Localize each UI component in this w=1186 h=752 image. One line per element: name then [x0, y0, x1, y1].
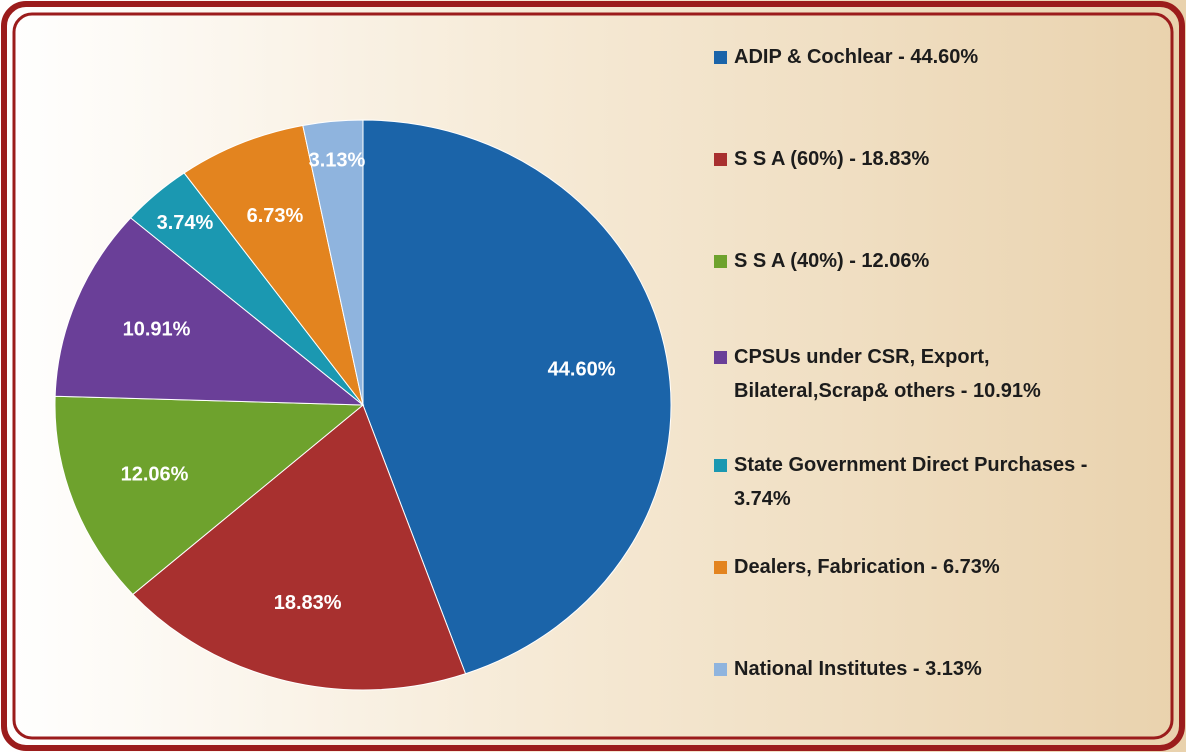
- legend-swatch: [714, 351, 727, 364]
- legend-item: CPSUs under CSR, Export, Bilateral,Scrap…: [712, 340, 1072, 408]
- legend-swatch: [714, 561, 727, 574]
- data-label: 18.83%: [274, 592, 342, 614]
- legend-item: S S A (40%) - 12.06%: [712, 244, 1142, 278]
- data-label: 10.91%: [123, 318, 191, 340]
- legend-label: CPSUs under CSR, Export, Bilateral,Scrap…: [734, 346, 1041, 402]
- legend-swatch: [714, 153, 727, 166]
- data-label: 12.06%: [121, 463, 189, 485]
- legend-swatch: [714, 459, 727, 472]
- pie: 44.60% 18.83% 12.06% 10.91% 3.74% 6.73% 3.13%: [55, 120, 671, 690]
- legend-label: State Government Direct Purchases - 3.74…: [734, 454, 1087, 510]
- data-label: 44.60%: [548, 359, 616, 381]
- legend-label: S S A (60%) - 18.83%: [734, 148, 929, 170]
- data-label: 3.74%: [157, 212, 214, 234]
- legend-item: National Institutes - 3.13%: [712, 652, 1142, 686]
- legend-swatch: [714, 663, 727, 676]
- data-label: 3.13%: [309, 149, 366, 171]
- data-label: 6.73%: [247, 205, 304, 227]
- legend-label: National Institutes - 3.13%: [734, 658, 982, 680]
- page: 44.60%18.83%12.06%10.91%3.74%6.73%3.13% …: [0, 0, 1186, 752]
- legend-label: S S A (40%) - 12.06%: [734, 250, 929, 272]
- legend-label: Dealers, Fabrication - 6.73%: [734, 556, 1000, 578]
- legend-item: S S A (60%) - 18.83%: [712, 142, 1142, 176]
- legend-item: ADIP & Cochlear - 44.60%: [712, 40, 1142, 74]
- legend-item: State Government Direct Purchases - 3.74…: [712, 448, 1142, 516]
- legend-label: ADIP & Cochlear - 44.60%: [734, 46, 978, 68]
- legend-swatch: [714, 255, 727, 268]
- legend-item: Dealers, Fabrication - 6.73%: [712, 550, 1142, 584]
- legend-swatch: [714, 51, 727, 64]
